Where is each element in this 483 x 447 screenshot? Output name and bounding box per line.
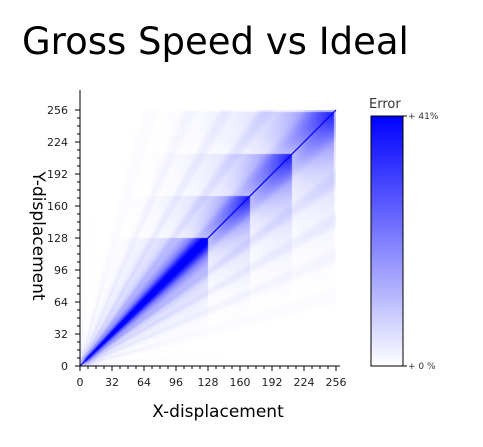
diagonal-line [79, 109, 337, 367]
x-tick-label: 224 [294, 376, 315, 389]
x-tick-label: 160 [230, 376, 251, 389]
x-tick-label: 128 [198, 376, 219, 389]
colorbar-title: Error [369, 97, 401, 112]
x-axis-title: X-displacement [152, 402, 284, 422]
chart-title: Gross Speed vs Ideal [22, 20, 409, 63]
colorbar-max-label: + 41% [408, 112, 439, 122]
y-tick-label: 256 [47, 104, 68, 117]
colorbar-min-label: + 0 % [408, 362, 436, 372]
x-tick-label: 32 [105, 376, 119, 389]
x-ticks: 0 32 64 96 128 160 192 224 256 [77, 366, 347, 389]
y-tick-label: 96 [54, 264, 68, 277]
colorbar [370, 115, 404, 367]
x-tick-label: 256 [326, 376, 347, 389]
plot-area [79, 109, 337, 367]
x-tick-label: 64 [137, 376, 151, 389]
y-tick-label: 224 [47, 136, 68, 149]
y-tick-label: 192 [47, 168, 68, 181]
x-tick-label: 0 [77, 376, 84, 389]
y-tick-label: 160 [47, 200, 68, 213]
x-tick-label: 192 [262, 376, 283, 389]
y-tick-label: 128 [47, 232, 68, 245]
y-axis-title: Y-displacement [28, 170, 48, 300]
x-tick-label: 96 [169, 376, 183, 389]
y-ticks: 0 32 64 96 128 160 192 224 256 [47, 104, 80, 373]
y-tick-label: 64 [54, 296, 68, 309]
y-tick-label: 32 [54, 328, 68, 341]
y-tick-label: 0 [61, 360, 68, 373]
